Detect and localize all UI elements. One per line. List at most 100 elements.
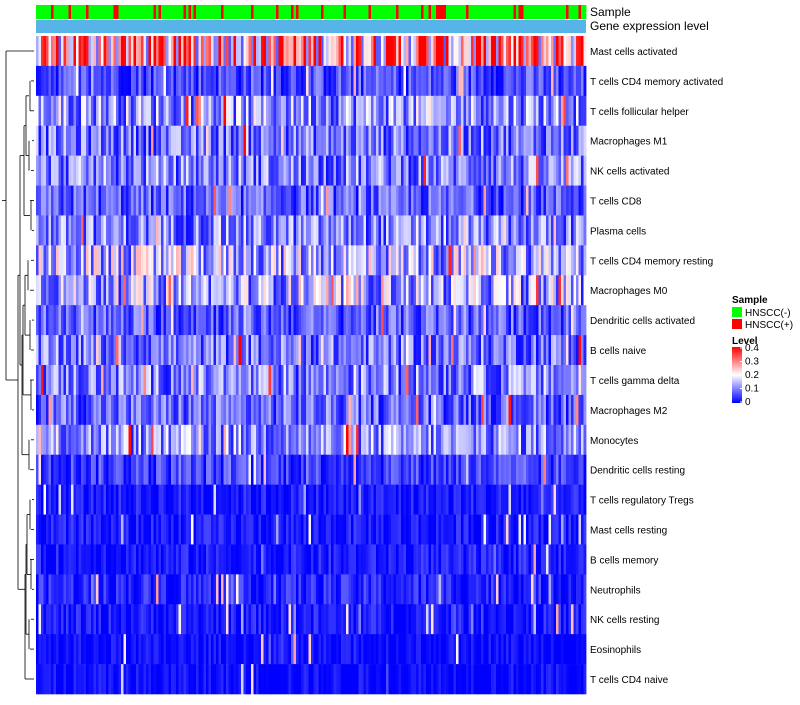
heatmap-cell [413,664,417,695]
heatmap-cell [148,454,152,485]
heatmap-cell [493,394,497,426]
heatmap-cell [508,335,512,366]
heatmap-cell [148,215,152,246]
heatmap-cell [376,484,379,515]
sample-annotation-cell [253,5,257,19]
heatmap-cell [278,544,282,575]
heatmap-cell [538,664,542,695]
heatmap-cell [443,65,447,97]
heatmap-cell [108,514,112,545]
heatmap-cell [68,215,72,246]
heatmap-cell [391,305,394,336]
heatmap-cell [241,335,244,366]
sample-annotation-cell [121,5,124,19]
heatmap-cell [326,36,329,67]
heatmap-cell [91,394,94,426]
heatmap-cell [138,335,142,366]
heatmap-cell [283,544,287,575]
heatmap-cell [201,36,204,67]
heatmap-cell [568,574,572,605]
heatmap-cell [518,394,522,426]
heatmap-cell [448,65,452,97]
heatmap-cell [538,305,542,336]
heatmap-cell [83,65,87,97]
heatmap-cell [381,185,384,216]
heatmap-cell [176,365,179,396]
heatmap-cell [491,215,494,246]
sample-annotation-cell [38,5,42,19]
heatmap-cell [276,215,279,246]
heatmap-cell [171,454,174,485]
heatmap-cell [431,484,434,515]
heatmap-cell [456,335,459,366]
heatmap-cell [353,514,357,545]
heatmap-cell [263,275,267,306]
heatmap-cell [526,245,529,276]
heatmap-cell [531,65,534,97]
heatmap-cell [268,634,272,665]
heatmap-cell [558,454,562,485]
heatmap-cell [38,484,42,515]
heatmap-cell [508,155,512,186]
heatmap-cell [581,36,584,67]
heatmap-cell [453,305,457,336]
heatmap-cell [226,424,229,456]
heatmap-cell [518,454,522,485]
sample-annotation-cell [101,5,104,19]
sample-annotation-cell [396,5,399,19]
sample-annotation-cell [301,5,304,19]
heatmap-cell [568,245,572,276]
heatmap-cell [306,65,309,97]
heatmap-cell [396,634,399,665]
heatmap-cell [411,424,414,456]
heatmap-cell [153,574,157,605]
heatmap-cell [581,604,584,635]
heatmap-cell [81,484,84,515]
sample-annotation-cell [311,5,314,19]
heatmap-cell [261,65,264,97]
heatmap-cell [376,604,379,635]
heatmap-cell [236,155,239,186]
heatmap-cell [368,664,372,695]
heatmap-cell [233,664,237,695]
heatmap-cell [296,604,299,635]
heatmap-cell [298,574,302,605]
heatmap-cell [538,604,542,635]
heatmap-cell [286,454,289,485]
heatmap-cell [206,95,209,127]
heatmap-cell [178,454,182,485]
heatmap-cell [93,514,97,545]
heatmap-cell [501,484,504,515]
heatmap-cell [458,185,462,216]
heatmap-cell [43,185,47,216]
heatmap-cell [166,424,169,456]
heatmap-cell [163,155,167,186]
heatmap-cell [173,484,177,515]
heatmap-cell [76,95,79,127]
heatmap-cell [136,664,139,695]
heatmap-cell [418,245,422,276]
heatmap-cell [128,125,132,156]
heatmap-cell [73,484,77,515]
heatmap-cell [523,664,527,695]
heatmap-cell [431,65,434,97]
heatmap-cell [373,634,377,665]
heatmap-cell [503,454,507,485]
heatmap-cell [548,185,552,216]
heatmap-cell [386,215,389,246]
heatmap-cell [106,245,109,276]
heatmap-cell [296,65,299,97]
heatmap-cell [91,305,94,336]
heatmap-cell [283,634,287,665]
heatmap-cell [138,544,142,575]
heatmap-cell [351,365,354,396]
heatmap-cell [246,215,249,246]
heatmap-cell [443,36,447,67]
heatmap-cell [111,664,114,695]
heatmap-cell [278,155,282,186]
heatmap-cell [293,544,297,575]
heatmap-cell [516,604,519,635]
heatmap-cell [118,634,122,665]
heatmap-cell [396,544,399,575]
heatmap-cell [148,424,152,456]
